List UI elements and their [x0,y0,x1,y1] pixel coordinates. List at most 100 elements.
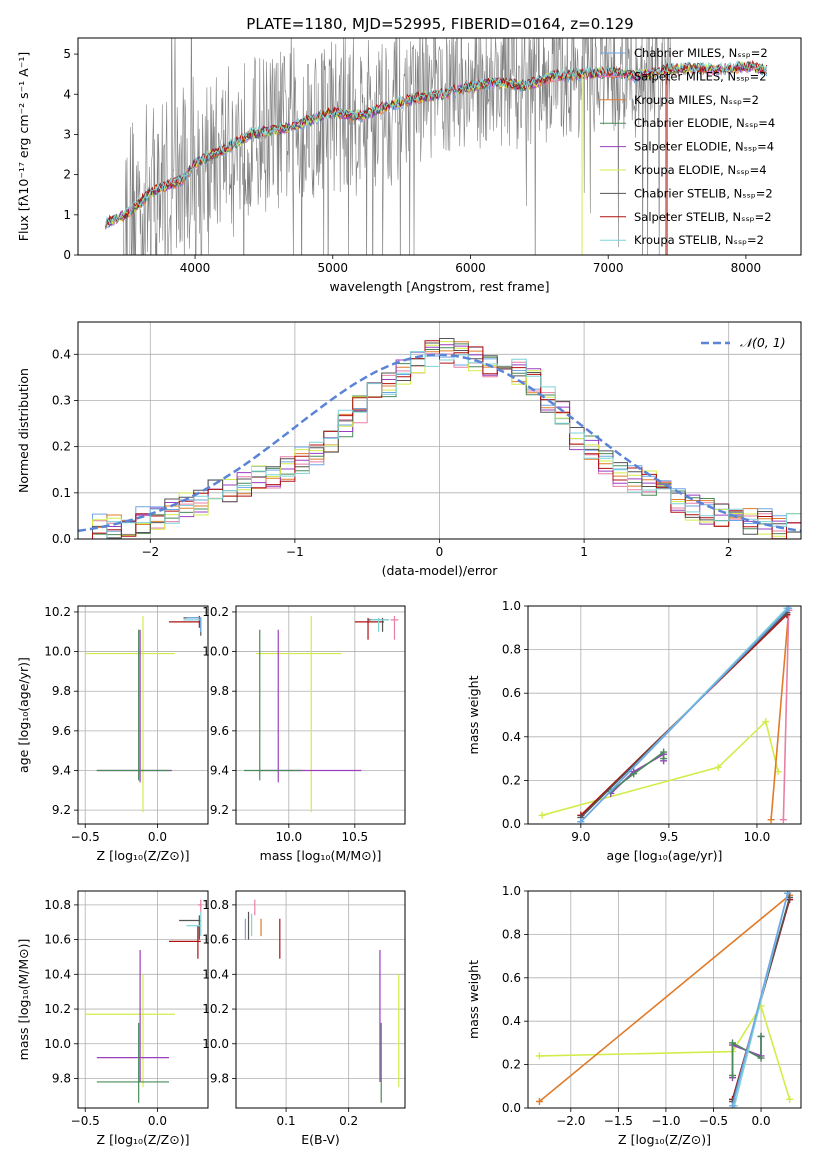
x-tick-label: 9.0 [571,830,590,844]
x-axis-label: (data-model)/error [382,563,499,578]
x-tick-label: 2 [725,545,733,559]
y-tick-label: 0 [63,248,71,262]
panel-mass-weight-vs-age: 9.0 9.5 10.0 0.0 0.2 0.4 0.6 0.8 1.0 age [log₁₀(a… [466,599,802,863]
legend-label: Chabrier ELODIE, Nₛₛₚ=4 [634,116,775,130]
y-tick-label: 9.2 [52,803,71,817]
y-tick-label: 0.4 [502,730,521,744]
gaussian-reference-line [78,353,801,533]
y-tick-label: 10.2 [44,605,71,619]
y-tick-label: 10.0 [44,1037,71,1051]
series-kroupa-miles-line [770,610,790,820]
x-tick-label: 10.0 [275,830,302,844]
series-kroupa-miles-marker [767,816,775,824]
x-axis-label: age [log₁₀(age/yr)] [607,848,723,863]
y-tick-label: 0.1 [52,486,71,500]
x-tick-label: −2 [141,545,159,559]
y-axis-label: mass [log₁₀(M/M⊙)] [16,939,31,1061]
series-chabrier-elodie-marker [729,1071,737,1079]
x-tick-label: −1.0 [651,1114,680,1128]
x-tick-label: 0.0 [148,1114,167,1128]
y-tick-label: 10.0 [202,1037,229,1051]
y-tick-label: 0.8 [502,927,521,941]
series-kroupa-miles-line [538,894,791,1103]
y-tick-label: 10.2 [202,605,229,619]
gridlines [236,891,405,1108]
x-tick-label: 8000 [731,261,762,275]
x-tick-label: 9.5 [659,830,678,844]
series-chabrier-elodie-marker [757,1054,765,1062]
y-tick-label: 9.8 [52,1071,71,1085]
x-tick-label: −0.5 [71,1114,100,1128]
plot-area [105,38,768,255]
y-tick-label: 10.6 [202,933,229,947]
y-tick-label: 4 [63,87,71,101]
y-tick-label: 3 [63,127,71,141]
axes-frame [235,605,406,825]
panel-mass-vs-ebv: 0.1 0.2 9.8 10.0 10.2 10.4 10.6 10.8 E(B-V) [202,890,406,1147]
panel-age-vs-mass: 10.0 10.5 9.2 9.4 9.6 9.8 10.0 10.2 mass [log₁₀(… [202,605,406,863]
axes-frame [77,605,209,825]
y-tick-label: 9.2 [210,803,229,817]
x-tick-label: 0.2 [339,1114,358,1128]
x-tick-label: −2.0 [556,1114,585,1128]
panel-residual-histogram: −2 −1 0 1 2 0.0 0.1 0.2 0.3 0.4 (data-model)/error… [16,321,802,578]
x-tick-label: 7000 [593,261,624,275]
series-kroupa-elodie-line [541,719,779,817]
y-tick-label: 0.0 [502,817,521,831]
y-tick-label: 1.0 [502,884,521,898]
y-tick-label: 1 [63,208,71,222]
y-tick-label: 9.6 [52,724,71,738]
x-tick-label: 5000 [317,261,348,275]
axes-frame [77,321,802,540]
series-chabrier-elodie-line [610,750,665,792]
x-tick-label: −1 [286,545,304,559]
legend-label: Kroupa ELODIE, Nₛₛₚ=4 [634,163,767,177]
series-kroupa-elodie-line [539,1004,791,1100]
legend-label: Kroupa MILES, Nₛₛₚ=2 [634,93,759,107]
x-tick-label: 10.5 [341,830,368,844]
y-tick-label: 9.4 [52,763,71,777]
plot-area [244,899,400,1103]
series-salpeter-miles-line [782,610,790,820]
x-tick-label: 10.0 [744,830,771,844]
series-chabrier-miles-marker [784,891,792,897]
y-axis-label: Flux [fλ10⁻¹⁷ erg cm⁻² s⁻¹ A⁻¹] [16,52,31,241]
legend-label: Kroupa STELIB, Nₛₛₚ=2 [634,233,764,247]
axes-frame [77,37,802,256]
y-tick-label: 9.6 [210,724,229,738]
y-tick-label: 9.8 [52,684,71,698]
series-chabrier-elodie-marker [660,748,668,756]
y-axis-label: mass weight [466,960,481,1039]
y-tick-label: 10.2 [44,1002,71,1016]
y-axis-label: age [log₁₀(age/yr)] [16,657,31,773]
x-tick-label: −0.5 [71,830,100,844]
x-tick-label: 0.1 [277,1114,296,1128]
x-tick-label: 0.0 [752,1114,771,1128]
plot-area [85,615,202,813]
y-tick-label: 2 [63,168,71,182]
x-tick-label: −1.5 [604,1114,633,1128]
series-kroupa-elodie-marker [786,1095,794,1103]
series-chabrier-elodie-marker [757,1032,765,1040]
legend-label: Salpeter ELODIE, Nₛₛₚ=4 [634,140,774,154]
series-salpeter-miles-marker [779,816,787,824]
y-tick-label: 0.2 [52,440,71,454]
series-kroupa-elodie-marker [714,763,722,771]
plot-area [535,891,794,1108]
y-tick-label: 0.2 [502,1058,521,1072]
histogram-kroupa-stelib [78,351,801,539]
x-tick-label: 0 [436,545,444,559]
x-tick-label: 1 [580,545,588,559]
series-chabrier-elodie-marker [660,755,668,763]
y-tick-label: 0.0 [502,1101,521,1115]
x-tick-label: 6000 [455,261,486,275]
x-axis-label: Z [log₁₀(Z/Z⊙)] [97,1132,190,1147]
plot-area [538,606,793,824]
plot-area [243,615,399,813]
figure-title: PLATE=1180, MJD=52995, FIBERID=0164, z=0… [246,15,633,33]
y-tick-label: 0.0 [52,532,71,546]
y-tick-label: 10.6 [44,933,71,947]
y-tick-label: 9.8 [210,1071,229,1085]
axes-frame [77,890,209,1109]
series-kroupa-elodie-marker [762,718,770,726]
